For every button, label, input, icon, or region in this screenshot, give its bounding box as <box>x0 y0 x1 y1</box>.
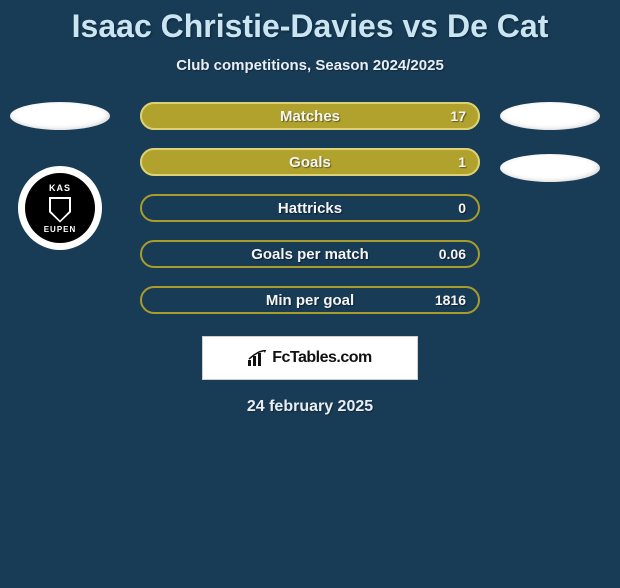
stat-bar-label: Goals <box>289 154 331 171</box>
stat-bar-label: Goals per match <box>251 246 369 263</box>
brand-box[interactable]: FcTables.com <box>202 336 418 380</box>
stat-bar-value: 17 <box>450 108 466 124</box>
right-column <box>500 102 600 182</box>
badge-text-bottom: EUPEN <box>44 225 77 234</box>
brand-text: FcTables.com <box>272 349 372 367</box>
badge-text-top: KAS <box>49 183 71 193</box>
stat-bar: Min per goal 1816 <box>140 286 480 314</box>
stat-bar: Hattricks 0 <box>140 194 480 222</box>
stat-bar-value: 0 <box>458 200 466 216</box>
stat-bar-value: 1816 <box>435 292 466 308</box>
stat-bars: Matches 17 Goals 1 Hattricks 0 Goals per match… <box>140 102 480 314</box>
left-column: KAS EUPEN <box>10 102 110 250</box>
date-text: 24 february 2025 <box>0 398 620 416</box>
stat-bar: Goals 1 <box>140 148 480 176</box>
subtitle: Club competitions, Season 2024/2025 <box>0 57 620 74</box>
stat-bar: Matches 17 <box>140 102 480 130</box>
stat-bar: Goals per match 0.06 <box>140 240 480 268</box>
stat-bar-label: Min per goal <box>266 292 354 309</box>
stat-bar-value: 1 <box>458 154 466 170</box>
page-title: Isaac Christie-Davies vs De Cat <box>0 8 620 45</box>
comparison-content: KAS EUPEN Matches 17 Goals 1 Hattricks 0 Goals… <box>0 102 620 416</box>
player-ellipse-right-2 <box>500 154 600 182</box>
stat-bar-label: Hattricks <box>278 200 342 217</box>
brand-chart-icon <box>248 350 268 366</box>
club-badge-left: KAS EUPEN <box>18 166 102 250</box>
player-ellipse-right-1 <box>500 102 600 130</box>
player-ellipse-left <box>10 102 110 130</box>
stat-bar-label: Matches <box>280 108 340 125</box>
stat-bar-value: 0.06 <box>439 246 466 262</box>
badge-shield-icon <box>49 197 71 223</box>
club-badge-inner: KAS EUPEN <box>25 173 95 243</box>
